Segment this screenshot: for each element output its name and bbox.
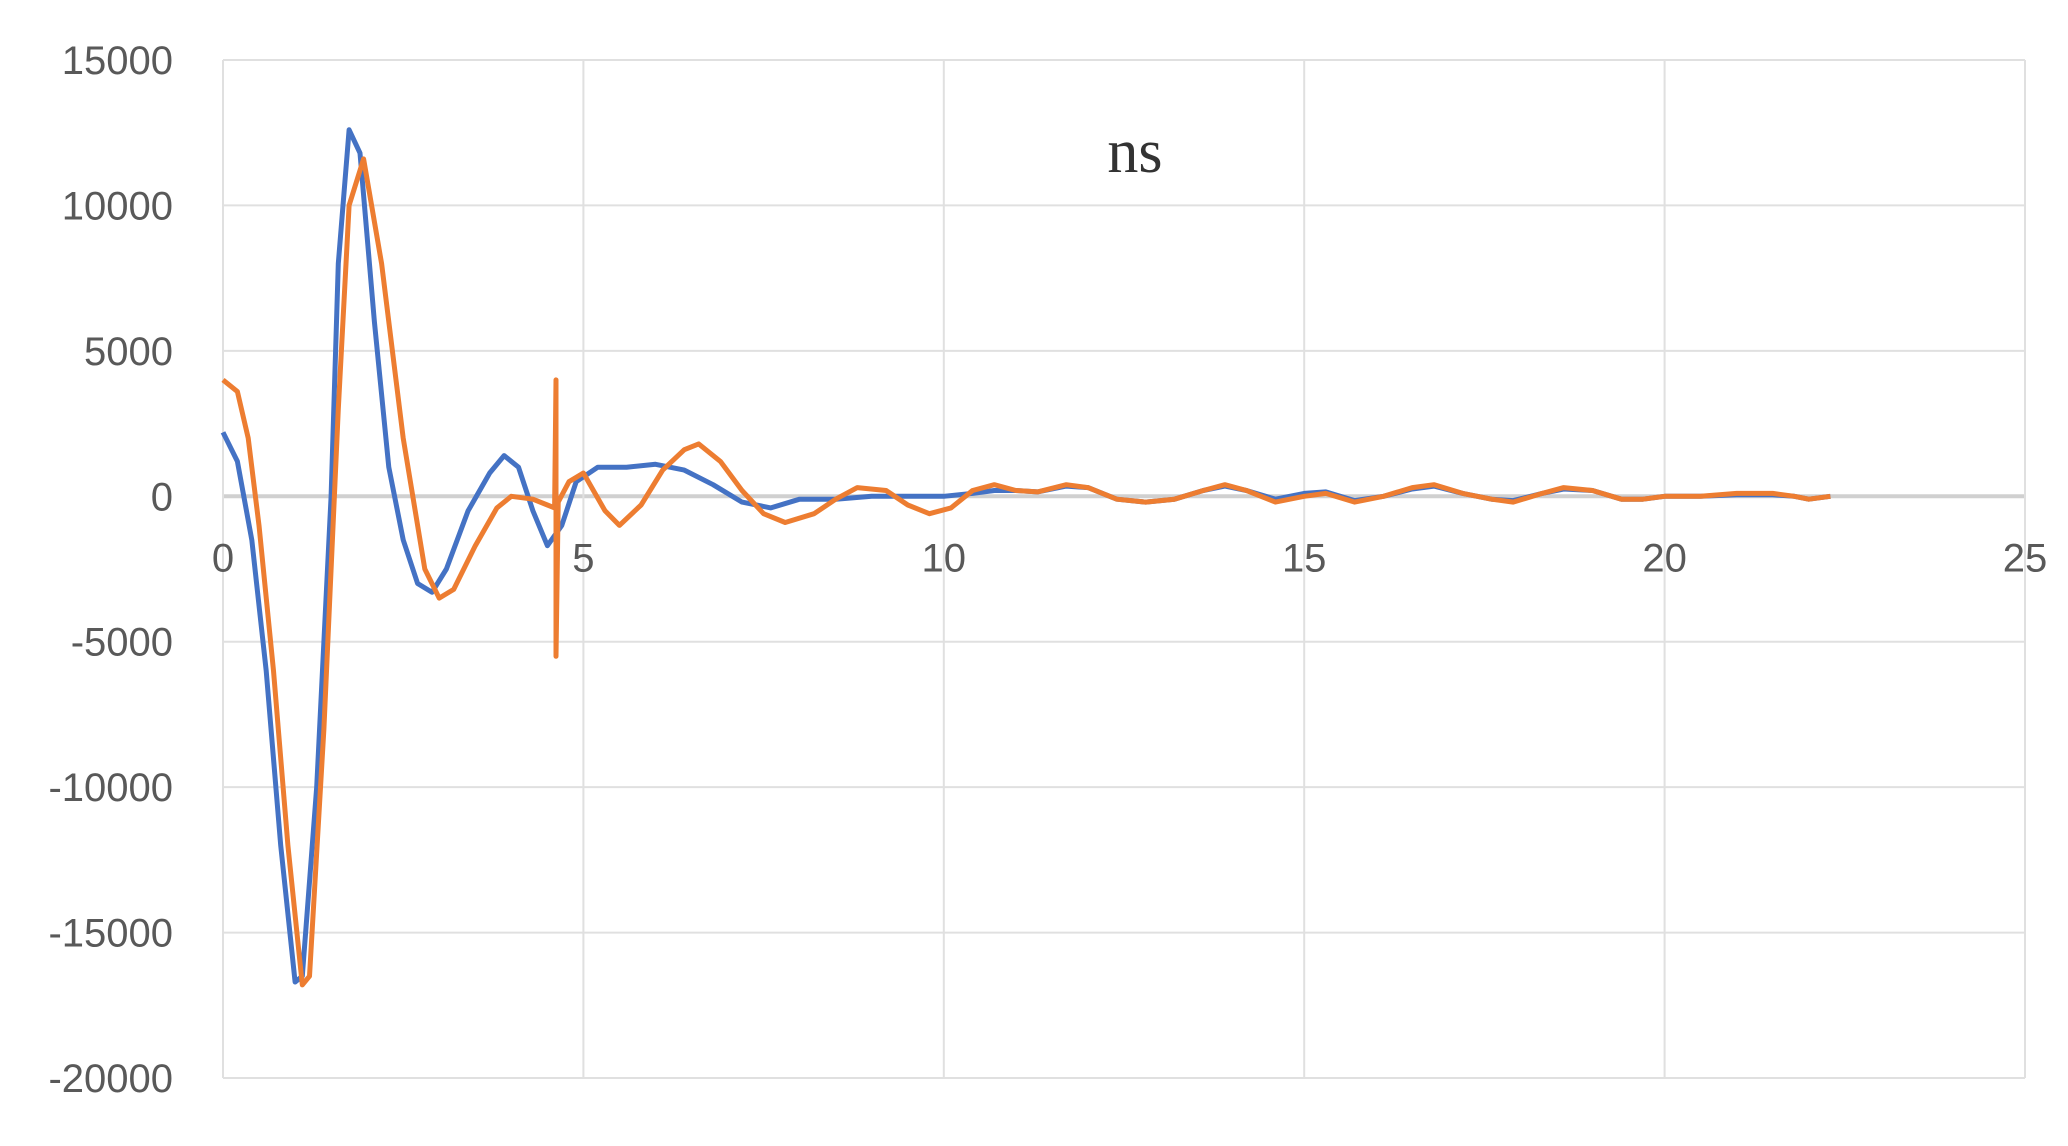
y-tick-label: 15000 [62,39,173,83]
y-tick-label: 10000 [62,184,173,228]
y-tick-label: -10000 [48,766,173,810]
x-tick-label: 10 [922,536,967,580]
chart-title: ns [1107,118,1162,186]
series-line-1 [220,127,1831,985]
series-lines [220,127,1831,988]
x-axis-ticks: 0 5 10 15 20 25 [212,536,2047,580]
x-tick-label: 5 [572,536,594,580]
x-tick-label: 25 [2003,536,2048,580]
series-line-2 [221,156,1831,988]
y-tick-label: 0 [151,475,173,519]
x-tick-label: 0 [212,536,234,580]
x-tick-label: 20 [1642,536,1687,580]
grid [222,59,2026,1079]
y-tick-label: -5000 [71,621,173,665]
y-tick-label: -20000 [48,1057,173,1101]
y-tick-label: -15000 [48,912,173,956]
y-axis-ticks: 15000 10000 5000 0 -5000 -10000 -15000 -20000 [48,39,173,1101]
y-tick-label: 5000 [84,330,173,374]
x-tick-label: 15 [1282,536,1327,580]
